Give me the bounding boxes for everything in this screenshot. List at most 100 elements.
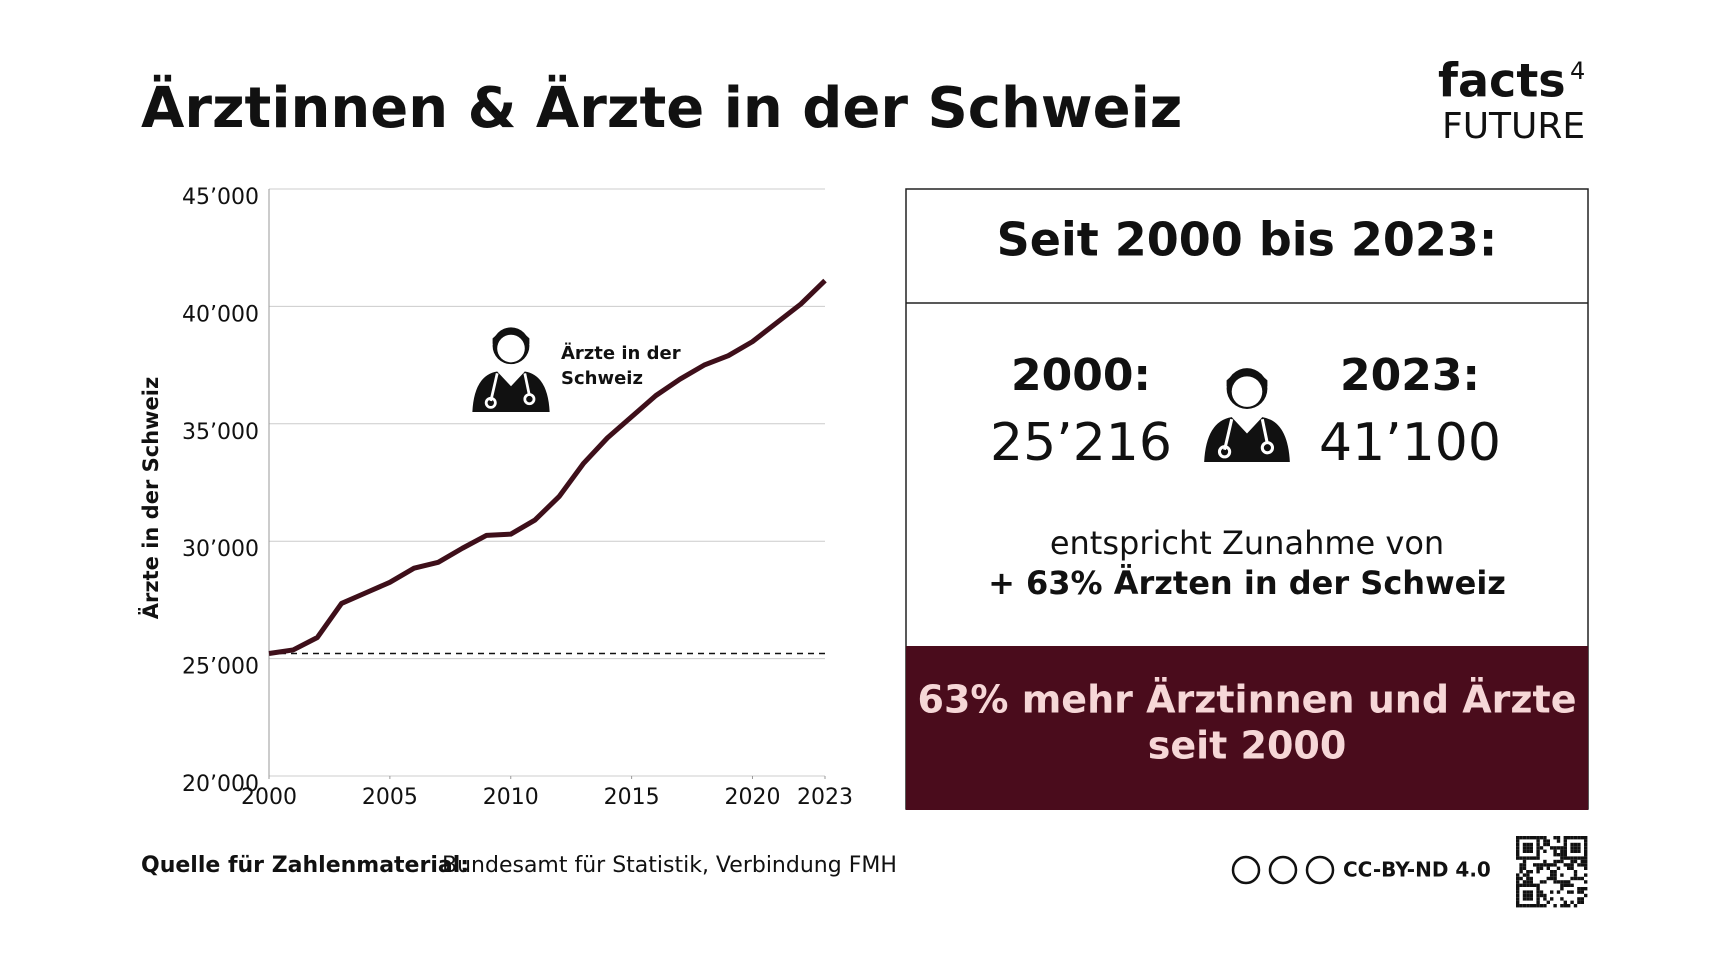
qr-cell [1563,904,1567,908]
qr-cell [1516,836,1520,840]
y-axis-label: Ärzte in der Schweiz [138,377,163,619]
qr-cell [1584,839,1588,843]
qr-cell [1529,870,1533,874]
qr-cell [1522,866,1527,870]
qr-code [1516,836,1588,908]
qr-cell [1536,849,1540,853]
panel-text: entspricht Zunahme von [1050,524,1444,562]
qr-cell [1536,904,1540,908]
source-label: Quelle für Zahlenmaterial: [141,853,469,878]
qr-cell [1516,842,1520,847]
qr-cell [1529,846,1533,850]
source: Bundesamt für Statistik, Verbindung FMH [442,853,897,878]
qr-cell [1516,880,1520,884]
qr-cell [1533,836,1537,840]
qr-cell [1550,863,1554,867]
qr-cell [1522,842,1527,847]
qr-cell [1516,883,1520,887]
qr-cell [1526,890,1530,894]
qr-cell [1567,880,1571,884]
qr-cell [1519,836,1523,840]
qr-cell [1573,859,1578,864]
qr-cell [1539,890,1544,894]
qr-cell [1577,887,1581,891]
start-label: 2000: [1011,350,1151,401]
qr-cell [1567,866,1571,870]
qr-cell [1563,856,1567,860]
qr-cell [1519,876,1523,881]
qr-cell [1553,876,1557,881]
qr-cell [1584,842,1588,847]
title: Ärztinnen & Ärzte in der Schweiz [141,76,1182,141]
qr-cell [1546,839,1550,843]
qr-cell [1543,897,1547,901]
x-tick-label: 2020 [724,785,780,810]
qr-cell [1573,904,1578,908]
doctor-icon [1202,366,1292,462]
qr-cell [1536,890,1540,894]
qr-cell [1556,866,1561,870]
qr-cell [1516,900,1520,904]
qr-cell [1567,904,1571,908]
qr-cell [1516,856,1520,860]
qr-cell [1584,863,1588,867]
qr-cell [1553,853,1557,857]
qr-cell [1529,880,1533,884]
qr-cell [1546,900,1550,904]
qr-cell [1577,856,1581,860]
qr-cell [1522,849,1527,853]
qr-cell [1550,876,1554,881]
end-value: 41’100 [1319,413,1501,473]
qr-cell [1533,883,1537,887]
qr-cell [1550,846,1554,850]
qr-cell [1570,846,1574,850]
qr-cell [1543,893,1547,898]
qr-cell [1526,849,1530,853]
end-label: 2023: [1340,350,1480,401]
y-tick-label: 40’000 [182,302,259,327]
qr-cell [1570,890,1574,894]
annotation: Ärzte in der [561,342,681,364]
qr-cell [1580,890,1584,894]
qr-cell [1563,846,1567,850]
qr-cell [1550,897,1554,901]
qr-cell [1560,859,1564,864]
qr-cell [1522,873,1527,877]
qr-cell [1529,897,1533,901]
qr-cell [1573,876,1578,881]
qr-cell [1550,870,1554,874]
qr-cell [1522,890,1527,894]
qr-cell [1526,873,1530,877]
qr-cell [1522,883,1527,887]
qr-cell [1533,863,1537,867]
qr-cell [1577,836,1581,840]
qr-cell [1519,904,1523,908]
qr-cell [1543,842,1547,847]
qr-cell [1543,904,1547,908]
qr-cell [1516,893,1520,898]
qr-cell [1556,890,1561,894]
x-tick-label: 2000 [241,785,297,810]
qr-cell [1519,870,1523,874]
qr-cell [1516,887,1520,891]
qr-cell [1526,893,1530,898]
panel-highlight: + 63% Ärzten in der Schweiz [988,564,1506,602]
panel-heading: Seit 2000 bis 2023: [997,213,1498,267]
qr-cell [1539,904,1544,908]
x-tick-label: 2023 [797,785,853,810]
qr-cell [1529,842,1533,847]
qr-cell [1522,893,1527,898]
qr-cell [1580,887,1584,891]
qr-cell [1567,890,1571,894]
qr-cell [1556,859,1561,864]
qr-cell [1539,880,1544,884]
qr-cell [1536,842,1540,847]
qr-cell [1516,876,1520,881]
qr-cell [1539,866,1544,870]
qr-cell [1526,846,1530,850]
qr-cell [1567,883,1571,887]
qr-cell [1580,836,1584,840]
qr-cell [1536,839,1540,843]
x-tick-label: 2015 [604,785,660,810]
qr-cell [1584,849,1588,853]
